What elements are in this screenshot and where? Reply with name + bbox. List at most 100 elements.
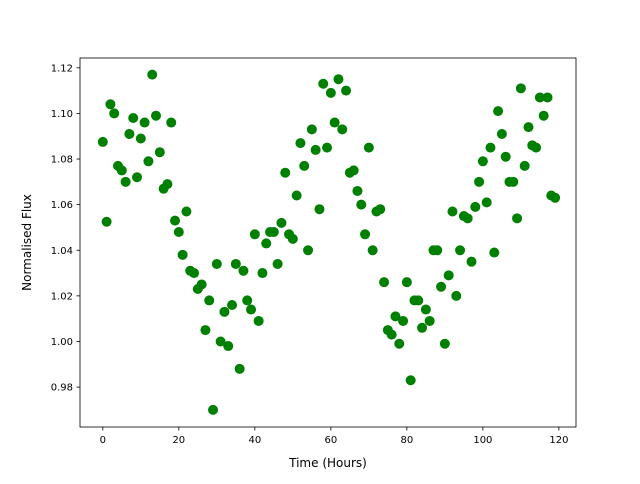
data-point: [519, 160, 530, 171]
axes-frame: [79, 57, 577, 428]
data-point: [173, 227, 184, 238]
data-point: [261, 238, 272, 249]
data-point: [257, 268, 268, 279]
data-point: [436, 281, 447, 292]
data-point: [500, 151, 511, 162]
y-tick-label: 1.10: [51, 109, 73, 120]
data-point: [124, 128, 135, 139]
data-point: [534, 92, 545, 103]
data-point: [398, 315, 409, 326]
x-tick-label: 20: [172, 435, 185, 446]
data-point: [101, 216, 112, 227]
data-point: [439, 338, 450, 349]
data-point: [268, 227, 279, 238]
y-tick-label: 1.12: [51, 63, 73, 74]
data-point: [405, 375, 416, 386]
data-point: [424, 315, 435, 326]
data-point: [272, 258, 283, 269]
x-axis-label: Time (Hours): [288, 456, 367, 470]
data-point: [508, 176, 519, 187]
data-point: [512, 213, 523, 224]
data-point: [329, 117, 340, 128]
data-point: [379, 277, 390, 288]
data-point: [542, 92, 553, 103]
data-point: [139, 117, 150, 128]
data-point: [135, 133, 146, 144]
data-point: [496, 128, 507, 139]
data-point: [97, 136, 108, 147]
data-point: [303, 245, 314, 256]
data-point: [204, 295, 215, 306]
data-point: [310, 144, 321, 155]
data-point: [515, 83, 526, 94]
data-point: [105, 99, 116, 110]
y-tick-label: 1.00: [51, 337, 73, 348]
data-point: [276, 217, 287, 228]
data-point: [314, 204, 325, 215]
data-point: [230, 258, 241, 269]
data-point: [451, 290, 462, 301]
x-tick-label: 80: [400, 435, 413, 446]
data-point: [189, 268, 200, 279]
data-point: [455, 245, 466, 256]
data-point: [223, 341, 234, 352]
data-point: [322, 142, 333, 153]
y-tick-label: 1.04: [51, 246, 73, 257]
data-point: [143, 156, 154, 167]
data-point: [253, 315, 264, 326]
data-point: [162, 179, 173, 190]
data-point: [154, 147, 165, 158]
data-point: [432, 245, 443, 256]
data-point: [477, 156, 488, 167]
data-point: [363, 142, 374, 153]
data-point: [531, 142, 542, 153]
data-point: [177, 249, 188, 260]
y-tick-label: 1.02: [51, 291, 73, 302]
data-point: [196, 279, 207, 290]
data-point: [394, 338, 405, 349]
data-point: [401, 277, 412, 288]
y-tick-label: 1.08: [51, 155, 73, 166]
data-point: [147, 69, 158, 80]
data-point: [318, 78, 329, 89]
y-axis-ticks: 0.98 1.00 1.02 1.04 1.06 1.08 1.10 1.12: [51, 63, 80, 394]
data-point: [242, 295, 253, 306]
data-point: [109, 108, 120, 119]
data-point: [227, 299, 238, 310]
data-point: [128, 112, 139, 123]
data-point: [386, 329, 397, 340]
data-point: [474, 176, 485, 187]
data-point: [325, 87, 336, 98]
x-tick-label: 60: [324, 435, 337, 446]
data-point: [219, 306, 230, 317]
data-point: [337, 124, 348, 135]
data-point: [200, 325, 211, 336]
data-point: [493, 106, 504, 117]
data-point: [348, 165, 359, 176]
data-point: [238, 265, 249, 276]
data-point: [306, 124, 317, 135]
data-point: [420, 304, 431, 315]
data-point: [249, 229, 260, 240]
data-point: [523, 122, 534, 133]
data-point: [485, 142, 496, 153]
data-point: [443, 270, 454, 281]
data-point: [390, 311, 401, 322]
data-point: [538, 110, 549, 121]
y-tick-label: 0.98: [51, 383, 73, 394]
x-tick-label: 0: [100, 435, 106, 446]
data-point: [341, 85, 352, 96]
x-tick-label: 40: [248, 435, 261, 446]
data-point: [375, 204, 386, 215]
data-points: [97, 69, 561, 415]
y-tick-label: 1.06: [51, 200, 73, 211]
data-point: [466, 256, 477, 267]
data-point: [215, 336, 226, 347]
data-point: [166, 117, 177, 128]
data-point: [116, 165, 127, 176]
data-point: [208, 404, 219, 415]
data-point: [447, 206, 458, 217]
x-tick-label: 100: [473, 435, 492, 446]
data-point: [333, 74, 344, 85]
